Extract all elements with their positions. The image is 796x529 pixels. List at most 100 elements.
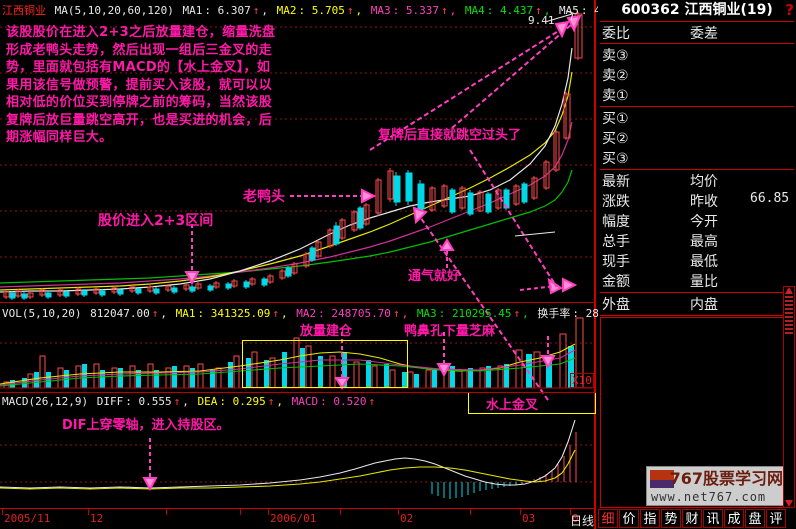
vol-ma-yellow [0,343,576,385]
annotation-resume-gap: 复牌后直接就跳空过头了 [378,128,522,143]
quote-row-last: 最新 均价 [602,171,794,191]
quote-row-change: 涨跌 昨收 66.85 [602,191,794,211]
volume-macd-separator [0,392,596,393]
quote-row-volume: 总手 最高 [602,231,794,251]
quote-row-sell3: 卖③ [602,45,794,65]
quote-label-amount: 金额 [602,274,630,290]
quote-row-weibi: 委比 委差 [602,23,794,43]
annotation-duck-nostril: 鸭鼻孔下量芝麻 [404,324,496,339]
annotation-volume-build: 放量建仓 [300,324,353,339]
chart-logo-icon [650,470,674,488]
vol-params-label: VOL(5,10,20) [2,307,82,320]
date-tick-label-4: 03 [522,512,536,525]
tab-detail[interactable]: 细 [598,509,618,528]
period-label[interactable]: 日线 [569,514,594,528]
anno-line-5: 相对低的价位买到停牌之前的筹码，当然该股 [6,95,273,110]
quote-label-sell2: 卖② [602,68,629,84]
date-tick-label-2: 2006/01 [270,512,317,525]
quote-label-volume: 总手 [602,234,630,250]
date-axis: 2005/11 12 2006/01 02 03 0 日线 [0,508,596,529]
ma4-readout: MA4: 4.437 ↑, [464,4,551,17]
price-volume-separator [0,302,596,303]
annotation-old-duck-head: 老鸭头 [243,189,285,205]
annotation-enter-zone: 股价进入2+3区间 [98,213,214,229]
tab-price[interactable]: 价 [619,509,639,528]
tab-news[interactable]: 讯 [703,509,723,528]
scroll-up-arrow-icon[interactable] [785,287,793,294]
quote-title: 600362 江西铜业(19) [621,2,773,18]
annotation-dif-cross: DIF上穿零轴，进入持股区。 [62,418,230,433]
scrollbar-thumb[interactable] [785,296,793,336]
macd-indicator-header: MACD(26,12,9) DIFF: 0.555 ↑, DEA: 0.295 ↑,… [2,395,379,408]
quote-value-prevclose: 66.85 [750,191,790,206]
tab-finance[interactable]: 财 [682,509,702,528]
quote-label-last: 最新 [602,174,630,190]
quote-label-prevclose: 昨收 [690,194,718,210]
quote-label-low: 最低 [690,254,718,270]
quote-row-amount: 金额 量比 [602,271,794,291]
macd-diff-line [0,419,576,489]
quote-row-buy3: 买③ [602,148,794,168]
quote-label-change: 涨跌 [602,194,630,210]
quote-row-current: 现手 最低 [602,251,794,271]
quote-label-open: 今开 [690,214,718,230]
quote-label-sell3: 卖③ [602,48,629,64]
volume-multiplier-label: X10 [570,373,594,388]
ma1-readout: MA1: 6.307 ↑, [182,4,268,17]
date-tick-label-1: 12 [90,512,104,525]
price-pointer [544,10,574,23]
vol-value: 812047.00 ↑, [90,307,167,320]
quote-label-current: 现手 [602,254,630,270]
vol-ma2-readout: MA2: 248705.70 ↑, [296,307,409,320]
ma2-readout: MA2: 5.705 ↑, [276,4,363,17]
anno-line-6: 复牌后放巨量跳空高开，也是买进的机会，后 [6,112,273,128]
quote-panel: 600362 江西铜业(19) ? 委比 委差 卖③ 卖② 卖① 买① 买② 买… [598,0,796,529]
quote-label-buy3: 买③ [602,151,629,167]
tab-index[interactable]: 指 [640,509,660,528]
site-logo: 767股票学习网 www.net767.com [646,466,786,506]
tab-comment[interactable]: 评 [766,509,786,528]
vol-ma1-readout: MA1: 341325.09 ↑, [175,307,288,320]
quote-label-weicha: 委差 [690,26,718,42]
quote-label-pct: 幅度 [602,214,630,230]
quote-row-buy2: 买② [602,128,794,148]
quote-label-high: 最高 [690,234,718,250]
anno-line-4: 果用该信号做预警，提前买入该股，就可以以 [6,77,273,93]
vol-ma-magenta [0,349,576,386]
date-tick-label-0: 2005/11 [4,512,51,525]
quote-row-buy1: 买① [602,108,794,128]
quote-label-volumeratio: 量比 [690,274,718,290]
ma3-readout: MA3: 5.337 ↑, [370,4,457,17]
scroll-down-arrow-icon[interactable] [785,500,793,507]
macd-macd-readout: MACD: 0.520 ↑ [291,395,376,408]
quote-label-inner: 内盘 [690,297,718,313]
help-icon[interactable]: ? [785,1,794,19]
ma-params-label: MA(5,10,20,60,120) [54,4,174,17]
volume-indicator-header: VOL(5,10,20) 812047.00 ↑, MA1: 341325.09 ↑… [2,305,631,321]
quote-label-sell1: 卖① [602,88,629,104]
quote-label-outer: 外盘 [602,297,630,313]
macd-dea-readout: DEA: 0.295 ↑, [197,395,283,408]
quote-row-sell1: 卖① [602,85,794,105]
vol-ma-green [0,357,576,387]
quote-row-pct: 幅度 今开 [602,211,794,231]
anno-line-3: 势，里面就包括有MACD的【水上金叉】，如 [6,60,271,75]
ma-line-yellow [0,71,573,291]
tab-deal[interactable]: 成 [724,509,744,528]
tab-market[interactable]: 盘 [745,509,765,528]
logo-url: www.net767.com [651,490,767,504]
vertical-scrollbar[interactable] [783,286,795,508]
ma-line-green [0,169,573,284]
quote-label-buy2: 买② [602,131,629,147]
chart-area: 江西铜业 MA(5,10,20,60,120) MA1: 6.307 ↑, MA2… [0,0,636,529]
quote-row-sell2: 卖② [602,65,794,85]
anno-line-2: 形成老鸭头走势，然后出现一组后三金叉的走 [6,42,273,58]
quote-row-outer-inner: 外盘 内盘 [602,294,794,314]
macd-params-label: MACD(26,12,9) [2,395,89,408]
anno-line-1: 该股股价在进入2+3之后放量建仓，缩量洗盘 [6,25,276,40]
annotation-breathe: 通气就好 [408,269,461,284]
annotation-arrows [142,14,582,492]
tab-trend[interactable]: 势 [661,509,681,528]
candlestick-series [3,12,583,300]
